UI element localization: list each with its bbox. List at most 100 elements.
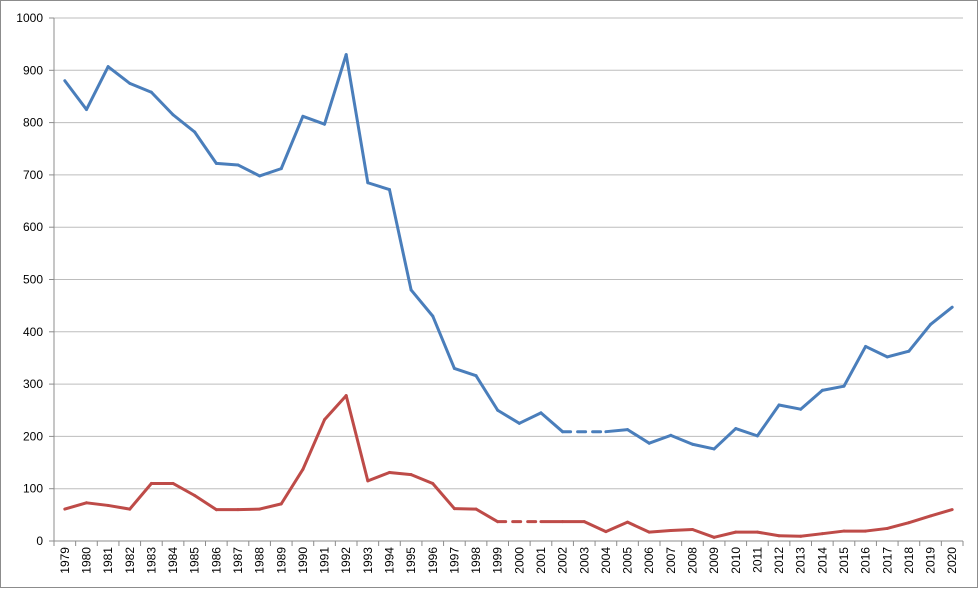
x-tick-label: 2000 bbox=[512, 547, 526, 574]
series-1-segment bbox=[84, 65, 110, 112]
series-2-segment bbox=[84, 501, 110, 507]
x-tick-label: 2007 bbox=[664, 547, 678, 574]
x-tick-label: 1986 bbox=[209, 547, 223, 574]
y-tick-label: 300 bbox=[23, 377, 43, 391]
grid-lines bbox=[49, 17, 964, 546]
series-1-segment bbox=[496, 408, 521, 425]
y-tick-label: 800 bbox=[23, 116, 43, 130]
x-tick-label: 2010 bbox=[729, 547, 743, 574]
series-1-segment bbox=[626, 428, 651, 445]
series-1-segment bbox=[820, 384, 846, 392]
series-1-segment bbox=[755, 403, 781, 438]
series-2-segment bbox=[820, 529, 846, 536]
series-2-segment bbox=[409, 473, 435, 485]
series-2-segment bbox=[301, 418, 327, 471]
x-tick-label: 2012 bbox=[772, 547, 786, 574]
series-2-segment bbox=[885, 521, 911, 530]
series-1-segment bbox=[193, 130, 218, 165]
x-tick-label: 1994 bbox=[382, 547, 396, 574]
series-2-segment bbox=[366, 470, 391, 483]
x-tick-label: 1993 bbox=[361, 547, 375, 574]
x-tick-label: 1992 bbox=[339, 547, 353, 574]
y-tick-label: 400 bbox=[23, 325, 43, 339]
x-tick-label: 1995 bbox=[404, 547, 418, 574]
series-1-segment bbox=[387, 188, 413, 292]
series-1-segment bbox=[799, 388, 824, 411]
x-tick-label: 1982 bbox=[123, 547, 137, 574]
series-1-segment bbox=[323, 53, 348, 126]
x-tick-label: 2017 bbox=[880, 547, 894, 574]
series-lines bbox=[63, 53, 954, 539]
series-1-segment bbox=[214, 161, 240, 167]
series-2-segment bbox=[258, 502, 283, 511]
x-tick-label: 2006 bbox=[642, 547, 656, 574]
series-1-segment bbox=[842, 344, 868, 388]
x-tick-label: 1979 bbox=[58, 547, 72, 574]
series-2-segment bbox=[647, 529, 673, 534]
series-2-segment bbox=[452, 507, 478, 511]
series-1-segment bbox=[279, 114, 305, 171]
series-1-segment bbox=[929, 305, 954, 326]
series-2-segment bbox=[387, 470, 413, 477]
series-1-segment bbox=[474, 374, 500, 412]
x-tick-label: 2008 bbox=[685, 547, 699, 574]
x-tick-label: 2015 bbox=[837, 547, 851, 574]
x-tick-label: 2011 bbox=[750, 547, 764, 573]
series-1-segment bbox=[409, 288, 435, 318]
y-tick-label: 900 bbox=[23, 63, 43, 77]
y-tick-label: 100 bbox=[23, 482, 43, 496]
series-1-segment bbox=[431, 314, 456, 370]
series-2-segment bbox=[236, 507, 262, 512]
series-2-segment bbox=[474, 507, 500, 524]
x-tick-label: 2020 bbox=[945, 547, 959, 574]
series-2-segment bbox=[929, 508, 954, 518]
series-1-segment bbox=[647, 433, 673, 445]
y-tick-label: 600 bbox=[23, 220, 43, 234]
series-1-segment bbox=[539, 411, 565, 434]
series-2-segment bbox=[604, 520, 630, 534]
series-2-segment bbox=[712, 530, 738, 539]
series-2-segment bbox=[106, 503, 132, 511]
x-tick-label: 2016 bbox=[859, 547, 873, 574]
x-tick-label: 2019 bbox=[924, 547, 938, 574]
series-2-segment bbox=[799, 532, 824, 538]
series-2-segment bbox=[279, 467, 305, 506]
series-1-segment bbox=[734, 427, 759, 438]
series-2-segment bbox=[431, 481, 456, 511]
x-tick-label: 1987 bbox=[231, 547, 245, 574]
series-2-segment bbox=[128, 481, 153, 511]
x-tick-label: 1985 bbox=[188, 547, 202, 574]
series-2-segment bbox=[777, 534, 803, 538]
series-1-segment bbox=[777, 403, 803, 411]
series-1-segment bbox=[128, 81, 153, 94]
series-1-segment bbox=[149, 90, 175, 117]
series-1-point bbox=[950, 306, 954, 309]
series-2-segment bbox=[669, 527, 694, 533]
series-2-segment bbox=[582, 520, 608, 534]
x-tick-label: 1980 bbox=[79, 547, 93, 574]
series-1-segment bbox=[106, 65, 132, 85]
y-tick-label: 700 bbox=[23, 168, 43, 182]
x-tick-label: 1990 bbox=[296, 547, 310, 574]
y-tick-label: 200 bbox=[23, 429, 43, 443]
series-1-segment bbox=[885, 349, 911, 359]
x-tick-label: 2003 bbox=[577, 547, 591, 574]
x-tick-label: 1997 bbox=[447, 547, 461, 574]
series-1-segment bbox=[258, 167, 283, 178]
series-1-segment bbox=[669, 433, 694, 446]
y-axis-tick-labels: 0 100 200 300 400 500 600 700 800 900 1000 bbox=[16, 11, 43, 548]
x-tick-label: 2005 bbox=[621, 547, 635, 574]
series-2-segment bbox=[626, 520, 651, 534]
x-tick-label: 1988 bbox=[253, 547, 267, 574]
y-tick-label: 0 bbox=[36, 534, 43, 548]
x-tick-label: 1984 bbox=[166, 547, 180, 574]
series-2-segment bbox=[864, 526, 889, 533]
x-tick-label: 1998 bbox=[469, 547, 483, 574]
series-1-segment bbox=[171, 113, 197, 134]
x-tick-label: 1981 bbox=[101, 547, 115, 574]
series-1-segment bbox=[301, 114, 327, 126]
series-1-segment bbox=[690, 442, 716, 451]
series-2-segment bbox=[63, 501, 88, 511]
